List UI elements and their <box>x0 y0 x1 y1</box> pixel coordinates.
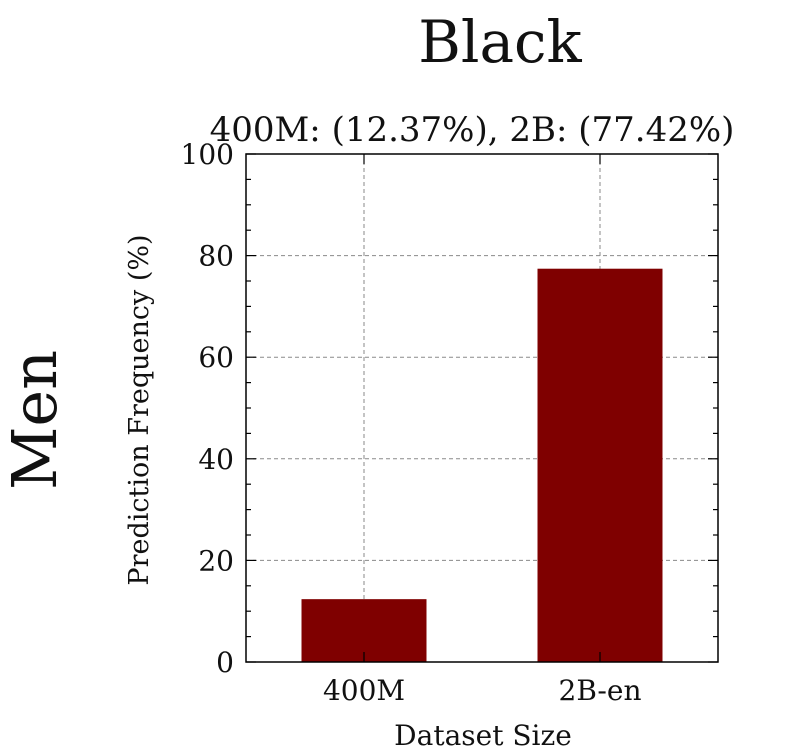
chart-title: Black <box>418 8 582 76</box>
x-axis-label: Dataset Size <box>394 719 572 752</box>
y-tick-label: 20 <box>198 544 234 577</box>
x-tick-label: 400M <box>323 674 405 707</box>
y-tick-label: 60 <box>198 341 234 374</box>
y-tick-label: 80 <box>198 240 234 273</box>
row-label: Men <box>0 350 71 490</box>
chart-subtitle: 400M: (12.37%), 2B: (77.42%) <box>210 110 735 150</box>
bar-2b-en <box>537 268 663 662</box>
plot-area: 0 20 40 60 80 100 400M 2B-en <box>181 138 719 707</box>
bar-400m <box>301 599 427 662</box>
y-tick-label: 40 <box>198 443 234 476</box>
y-axis-label: Prediction Frequency (%) <box>124 234 155 585</box>
y-tick-label: 100 <box>181 138 234 171</box>
x-tick-label: 2B-en <box>559 674 642 707</box>
y-tick-label: 0 <box>216 646 234 679</box>
